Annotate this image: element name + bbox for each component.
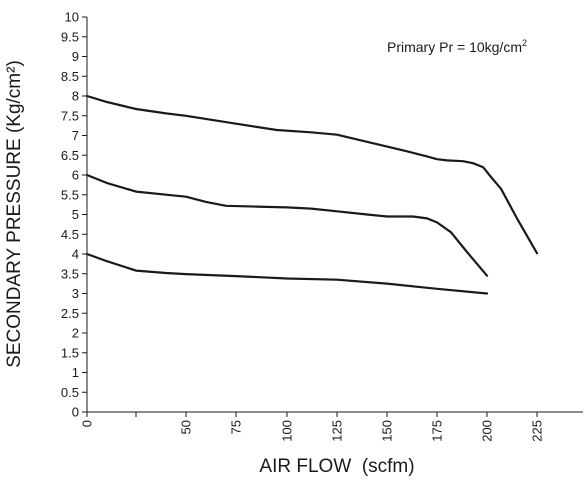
y-tick-label: 1.5 <box>61 345 79 360</box>
x-axis-title: AIR FLOW (scfm) <box>259 456 414 477</box>
y-axis-title: SECONDARY PRESSURE (Kg/cm²) <box>4 60 25 368</box>
y-axis-ticks: 0 0.5 1 1.5 2 2.5 3 3.5 4 4.5 5 5.5 6 6.5 7 7.5 8 8.5 9 9.5… <box>61 10 87 420</box>
x-tick-label: 75 <box>229 420 244 434</box>
y-tick-label: 9 <box>72 49 79 64</box>
x-axis-ticks: 0 50 75 100 125 150 175 200 225 <box>80 412 545 442</box>
x-tick-label: 150 <box>380 420 395 442</box>
annotation-superscript: 2 <box>522 38 527 48</box>
x-tick-label: 50 <box>179 420 194 434</box>
y-tick-label: 0 <box>72 405 79 420</box>
y-tick-label: 3 <box>72 286 79 301</box>
series-line-3 <box>85 252 489 295</box>
series-lines <box>85 94 539 295</box>
y-tick-label: 6.5 <box>61 148 79 163</box>
annotation-main-text: Primary Pr = 10kg/cm <box>387 39 522 55</box>
y-tick-label: 5.5 <box>61 187 79 202</box>
y-tick-label: 8 <box>72 89 79 104</box>
primary-pressure-annotation: Primary Pr = 10kg/cm2 <box>387 38 527 55</box>
series-line-2 <box>85 173 489 277</box>
y-tick-label: 6 <box>72 168 79 183</box>
y-tick-label: 5 <box>72 207 79 222</box>
y-tick-label: 2 <box>72 326 79 341</box>
y-tick-label: 0.5 <box>61 385 79 400</box>
x-tick-label: 175 <box>430 420 445 442</box>
x-tick-label: 100 <box>280 420 295 442</box>
y-tick-label: 3.5 <box>61 266 79 281</box>
y-tick-label: 2.5 <box>61 306 79 321</box>
x-tick-label: 225 <box>530 420 545 442</box>
y-tick-label: 7 <box>72 128 79 143</box>
y-tick-label: 4 <box>72 247 79 262</box>
y-tick-label: 4.5 <box>61 227 79 242</box>
series-line-1 <box>85 94 539 255</box>
y-tick-label: 9.5 <box>61 29 79 44</box>
y-tick-label: 7.5 <box>61 108 79 123</box>
y-tick-label: 8.5 <box>61 69 79 84</box>
y-tick-label: 10 <box>65 10 79 25</box>
x-tick-label: 0 <box>80 420 95 427</box>
plot-area <box>86 17 583 413</box>
x-tick-label: 125 <box>330 420 345 442</box>
y-tick-label: 1 <box>72 365 79 380</box>
x-tick-label: 200 <box>480 420 495 442</box>
